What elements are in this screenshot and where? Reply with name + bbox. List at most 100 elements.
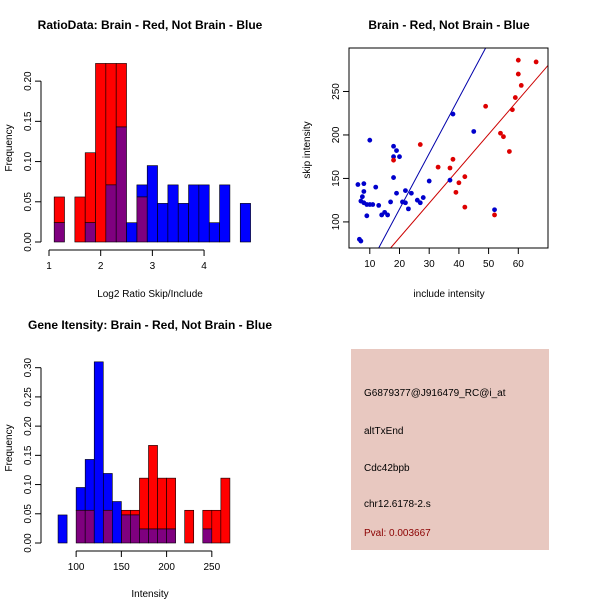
notbrain-point <box>385 212 391 218</box>
brain-point <box>462 174 468 180</box>
notbrain-point <box>403 188 408 194</box>
ratio-hist-ylabel: Frequency <box>4 124 15 171</box>
brain-point <box>462 204 468 210</box>
ratio-y-tick-label: 0.05 <box>23 192 34 212</box>
notbrain-point <box>370 202 376 207</box>
ratio-notbrain-bar <box>219 184 231 243</box>
ratio-notbrain-bar <box>198 184 210 243</box>
ratio-overlap-bar <box>53 222 65 243</box>
intensity-y-tick-label: 0.10 <box>23 474 34 494</box>
scatter-x-tick-label: 40 <box>453 259 465 270</box>
notbrain-point <box>367 137 373 143</box>
intensity-x-tick-label: 150 <box>113 562 130 573</box>
ratio-notbrain-bar <box>177 203 189 243</box>
intensity-notbrain-bar <box>57 514 68 544</box>
intensity-notbrain-bar <box>93 361 104 544</box>
intensity-histogram: 100 150 200 250 0.00 0.05 0.10 0.15 0.20 0.25 0.30 <box>23 358 231 573</box>
intensity-notbrain-bar <box>84 459 95 511</box>
notbrain-fit-line <box>378 48 487 248</box>
intensity-y-tick-label: 0.20 <box>23 416 34 436</box>
info-panel <box>351 349 549 550</box>
notbrain-point <box>361 181 367 187</box>
scatter-x-tick-label: 20 <box>394 259 406 270</box>
intensity-overlap-bar <box>157 528 167 544</box>
ratio-brain-bar <box>53 196 65 223</box>
ratio-y-tick-label: 0.20 <box>23 71 34 91</box>
scatter-frame <box>348 47 549 249</box>
ratio-notbrain-bar <box>208 222 220 243</box>
scatter-title: Brain - Red, Not Brain - Blue <box>368 18 530 32</box>
ratio-brain-bar <box>84 152 96 223</box>
notbrain-point <box>391 154 396 160</box>
scatter-x-tick-label: 10 <box>364 259 376 270</box>
ratio-hist-title: RatioData: Brain - Red, Not Brain - Blue <box>38 18 263 32</box>
ratio-brain-bar <box>105 63 117 186</box>
ratio-notbrain-bar <box>126 222 138 243</box>
genomic-location: chr12.6178-2.s <box>364 499 431 510</box>
brain-point <box>453 189 459 195</box>
intensity-overlap-bar <box>121 514 131 544</box>
intensity-notbrain-bar <box>102 473 113 511</box>
brain-point <box>533 59 539 65</box>
ratio-x-tick-label: 4 <box>201 261 207 272</box>
ratio-notbrain-bar <box>188 184 200 243</box>
intensity-brain-bar <box>130 509 140 516</box>
notbrain-point <box>364 213 370 219</box>
scatter-x-tick-label: 50 <box>483 259 495 270</box>
notbrain-point <box>394 190 399 196</box>
intensity-hist-ylabel: Frequency <box>4 424 15 471</box>
ratio-overlap-bar <box>136 196 148 243</box>
intensity-y-tick-label: 0.15 <box>23 445 34 465</box>
brain-point <box>515 57 521 63</box>
notbrain-point <box>492 207 497 213</box>
intensity-x-tick-label: 200 <box>158 562 175 573</box>
notbrain-point <box>376 202 382 208</box>
brain-point <box>518 82 524 88</box>
notbrain-point <box>358 238 364 244</box>
ratio-brain-bar <box>115 63 127 128</box>
ratio-overlap-bar <box>115 126 127 243</box>
intensity-brain-bar <box>121 509 131 516</box>
intensity-overlap-bar <box>202 528 213 544</box>
intensity-hist-title: Gene Itensity: Brain - Red, Not Brain - … <box>28 318 272 332</box>
brain-point <box>509 107 515 113</box>
brain-point <box>498 130 503 136</box>
probe-id: G6879377@J916479_RC@i_at <box>364 388 506 399</box>
scatter-x-tick-label: 30 <box>424 259 436 270</box>
intensity-brain-bar <box>166 477 176 530</box>
notbrain-point <box>471 129 477 134</box>
ratio-y-tick-label: 0.10 <box>23 151 34 171</box>
event-type: altTxEnd <box>364 426 403 437</box>
brain-point <box>512 95 518 100</box>
intensity-overlap-bar <box>139 528 149 544</box>
intensity-y-tick-label: 0.00 <box>23 533 34 553</box>
gene-name: Cdc42bpb <box>364 463 410 474</box>
scatter-xlabel: include intensity <box>413 289 484 300</box>
notbrain-point <box>420 195 426 200</box>
p-value: Pval: 0.003667 <box>364 528 431 539</box>
brain-fit-line <box>390 65 548 248</box>
ratio-overlap-bar <box>105 184 117 243</box>
notbrain-point <box>408 190 414 196</box>
scatter-y-tick-label: 250 <box>331 83 342 100</box>
intensity-y-tick-label: 0.05 <box>23 504 34 524</box>
intensity-overlap-bar <box>166 528 176 544</box>
ratio-notbrain-bar <box>239 203 251 243</box>
notbrain-point <box>388 199 393 205</box>
ratio-notbrain-bar <box>157 203 169 243</box>
brain-point <box>435 164 441 170</box>
notbrain-point <box>394 148 399 154</box>
scatter-y-tick-label: 150 <box>331 170 342 187</box>
notbrain-point <box>359 194 365 200</box>
brain-point <box>501 134 506 140</box>
ratio-y-tick-label: 0.00 <box>23 232 34 252</box>
intensity-brain-bar <box>139 477 149 530</box>
notbrain-point <box>391 143 396 149</box>
brain-point <box>506 149 512 154</box>
ratio-x-tick-label: 3 <box>150 261 156 272</box>
brain-point <box>450 156 456 162</box>
brain-point <box>483 103 489 109</box>
scatter-y-tick-label: 100 <box>331 213 342 230</box>
notbrain-point <box>403 200 408 206</box>
scatter-y-tick-label: 200 <box>331 126 342 143</box>
